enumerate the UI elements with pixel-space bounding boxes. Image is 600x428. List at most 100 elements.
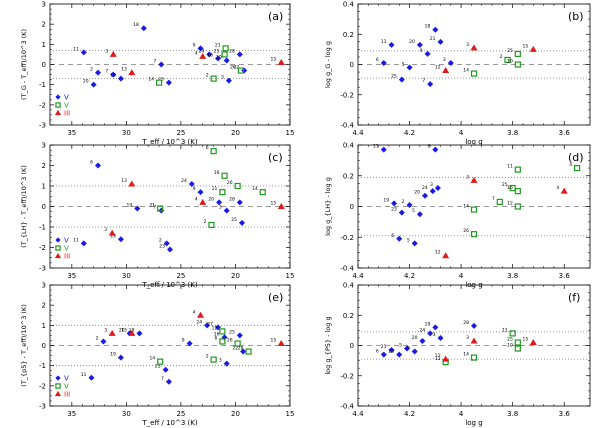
point-label: 15 — [523, 336, 529, 342]
panel-label: (b) — [568, 10, 584, 23]
data-point — [128, 69, 136, 76]
y-tick-label: -0.2 — [340, 234, 354, 242]
data-point — [221, 51, 228, 58]
data-point — [219, 189, 226, 196]
x-tick-label: 3.8 — [507, 129, 518, 137]
point-label: 25 — [502, 182, 508, 188]
data-point — [199, 52, 207, 59]
point-label: 20 — [83, 79, 89, 85]
point-label: 6 — [206, 145, 209, 151]
data-point — [216, 199, 223, 206]
legend-label: V — [64, 102, 69, 110]
point-label: 26 — [227, 337, 233, 343]
data-point — [380, 59, 387, 66]
point-label: 25 — [507, 336, 513, 342]
x-tick-label: 25 — [176, 272, 185, 280]
point-label: 19 — [110, 233, 116, 239]
y-tick-label: -3 — [39, 403, 46, 411]
point-label: 20 — [208, 196, 214, 202]
point-label: 25 — [231, 217, 237, 223]
data-point — [277, 339, 285, 346]
point-label: 11 — [507, 164, 513, 170]
x-tick-label: 35 — [67, 272, 76, 280]
point-label: 9 — [182, 337, 185, 343]
point-label: 12 — [435, 353, 441, 359]
x-tick-label: 4.2 — [404, 410, 415, 418]
y-tick-label: 0.2 — [343, 312, 354, 320]
point-label: 16 — [214, 331, 220, 337]
y-tick-label: 0 — [350, 203, 354, 211]
y-tick-label: -0.4 — [340, 265, 354, 273]
data-point — [437, 334, 444, 341]
data-point — [380, 146, 387, 153]
data-point — [197, 45, 204, 52]
y-tick-label: 0.2 — [343, 172, 354, 180]
point-label: 11 — [212, 186, 218, 192]
panel-label: (a) — [268, 10, 283, 23]
y-tick-label: 0.4 — [343, 1, 355, 9]
panel-label: (d) — [568, 151, 584, 164]
point-label: 7 — [161, 376, 164, 382]
point-label: 28 — [229, 196, 235, 202]
y-tick-label: -0.4 — [340, 122, 354, 130]
x-tick-label: 4 — [459, 129, 464, 137]
legend-marker — [55, 383, 61, 389]
data-point — [406, 64, 413, 71]
panel-label: (e) — [268, 291, 283, 304]
y-tick-label: 0 — [42, 203, 46, 211]
data-point — [245, 348, 252, 355]
data-point — [128, 180, 136, 187]
point-label: 10 — [507, 59, 513, 65]
point-label: 14 — [149, 356, 155, 362]
point-label: 26 — [230, 65, 236, 71]
data-point — [496, 198, 503, 205]
point-label: 2 — [206, 73, 209, 79]
point-label: 3 — [219, 205, 222, 211]
data-point — [514, 166, 521, 173]
x-axis-label: T_eff / 10^3 (K) — [141, 138, 197, 146]
data-point — [240, 348, 247, 355]
point-label: 2 — [90, 67, 93, 73]
axes-frame — [357, 284, 591, 407]
data-point — [80, 240, 87, 247]
point-label: 21 — [215, 42, 221, 48]
x-tick-label: 4.4 — [352, 272, 364, 280]
data-point — [236, 51, 243, 58]
point-label: 6 — [376, 57, 379, 63]
y-tick-label: 0 — [350, 61, 354, 69]
point-label: 9 — [420, 48, 423, 54]
y-tick-label: 2 — [42, 302, 46, 310]
x-tick-label: 3.8 — [507, 272, 518, 280]
data-point — [470, 44, 478, 51]
data-point — [219, 328, 226, 335]
x-tick-label: 20 — [231, 272, 240, 280]
data-point — [90, 81, 97, 88]
data-point — [514, 203, 521, 210]
point-label: 3 — [105, 48, 108, 54]
data-point — [424, 50, 431, 57]
data-point — [277, 58, 285, 65]
y-tick-label: -2 — [39, 244, 46, 252]
point-label: 12 — [212, 325, 218, 331]
data-point — [398, 76, 405, 83]
data-point — [204, 322, 211, 329]
data-point — [442, 355, 450, 362]
y-tick-label: 0 — [42, 61, 46, 69]
point-label: 24 — [419, 327, 425, 333]
data-point — [80, 49, 87, 56]
y-axis-label: log g_G - log g — [324, 41, 332, 88]
y-axis-label: log g_{P5} - log g — [324, 316, 332, 374]
x-tick-label: 15 — [286, 410, 295, 418]
data-point — [509, 184, 516, 192]
data-point — [470, 176, 478, 183]
data-point — [236, 332, 243, 339]
point-label: 2 — [206, 354, 209, 360]
data-point — [109, 50, 117, 57]
y-tick-label: 0 — [42, 342, 46, 350]
data-point — [157, 205, 164, 212]
data-point — [398, 209, 405, 216]
point-label: 7 — [492, 196, 495, 202]
x-tick-label: 25 — [176, 410, 185, 418]
data-point — [514, 345, 521, 352]
